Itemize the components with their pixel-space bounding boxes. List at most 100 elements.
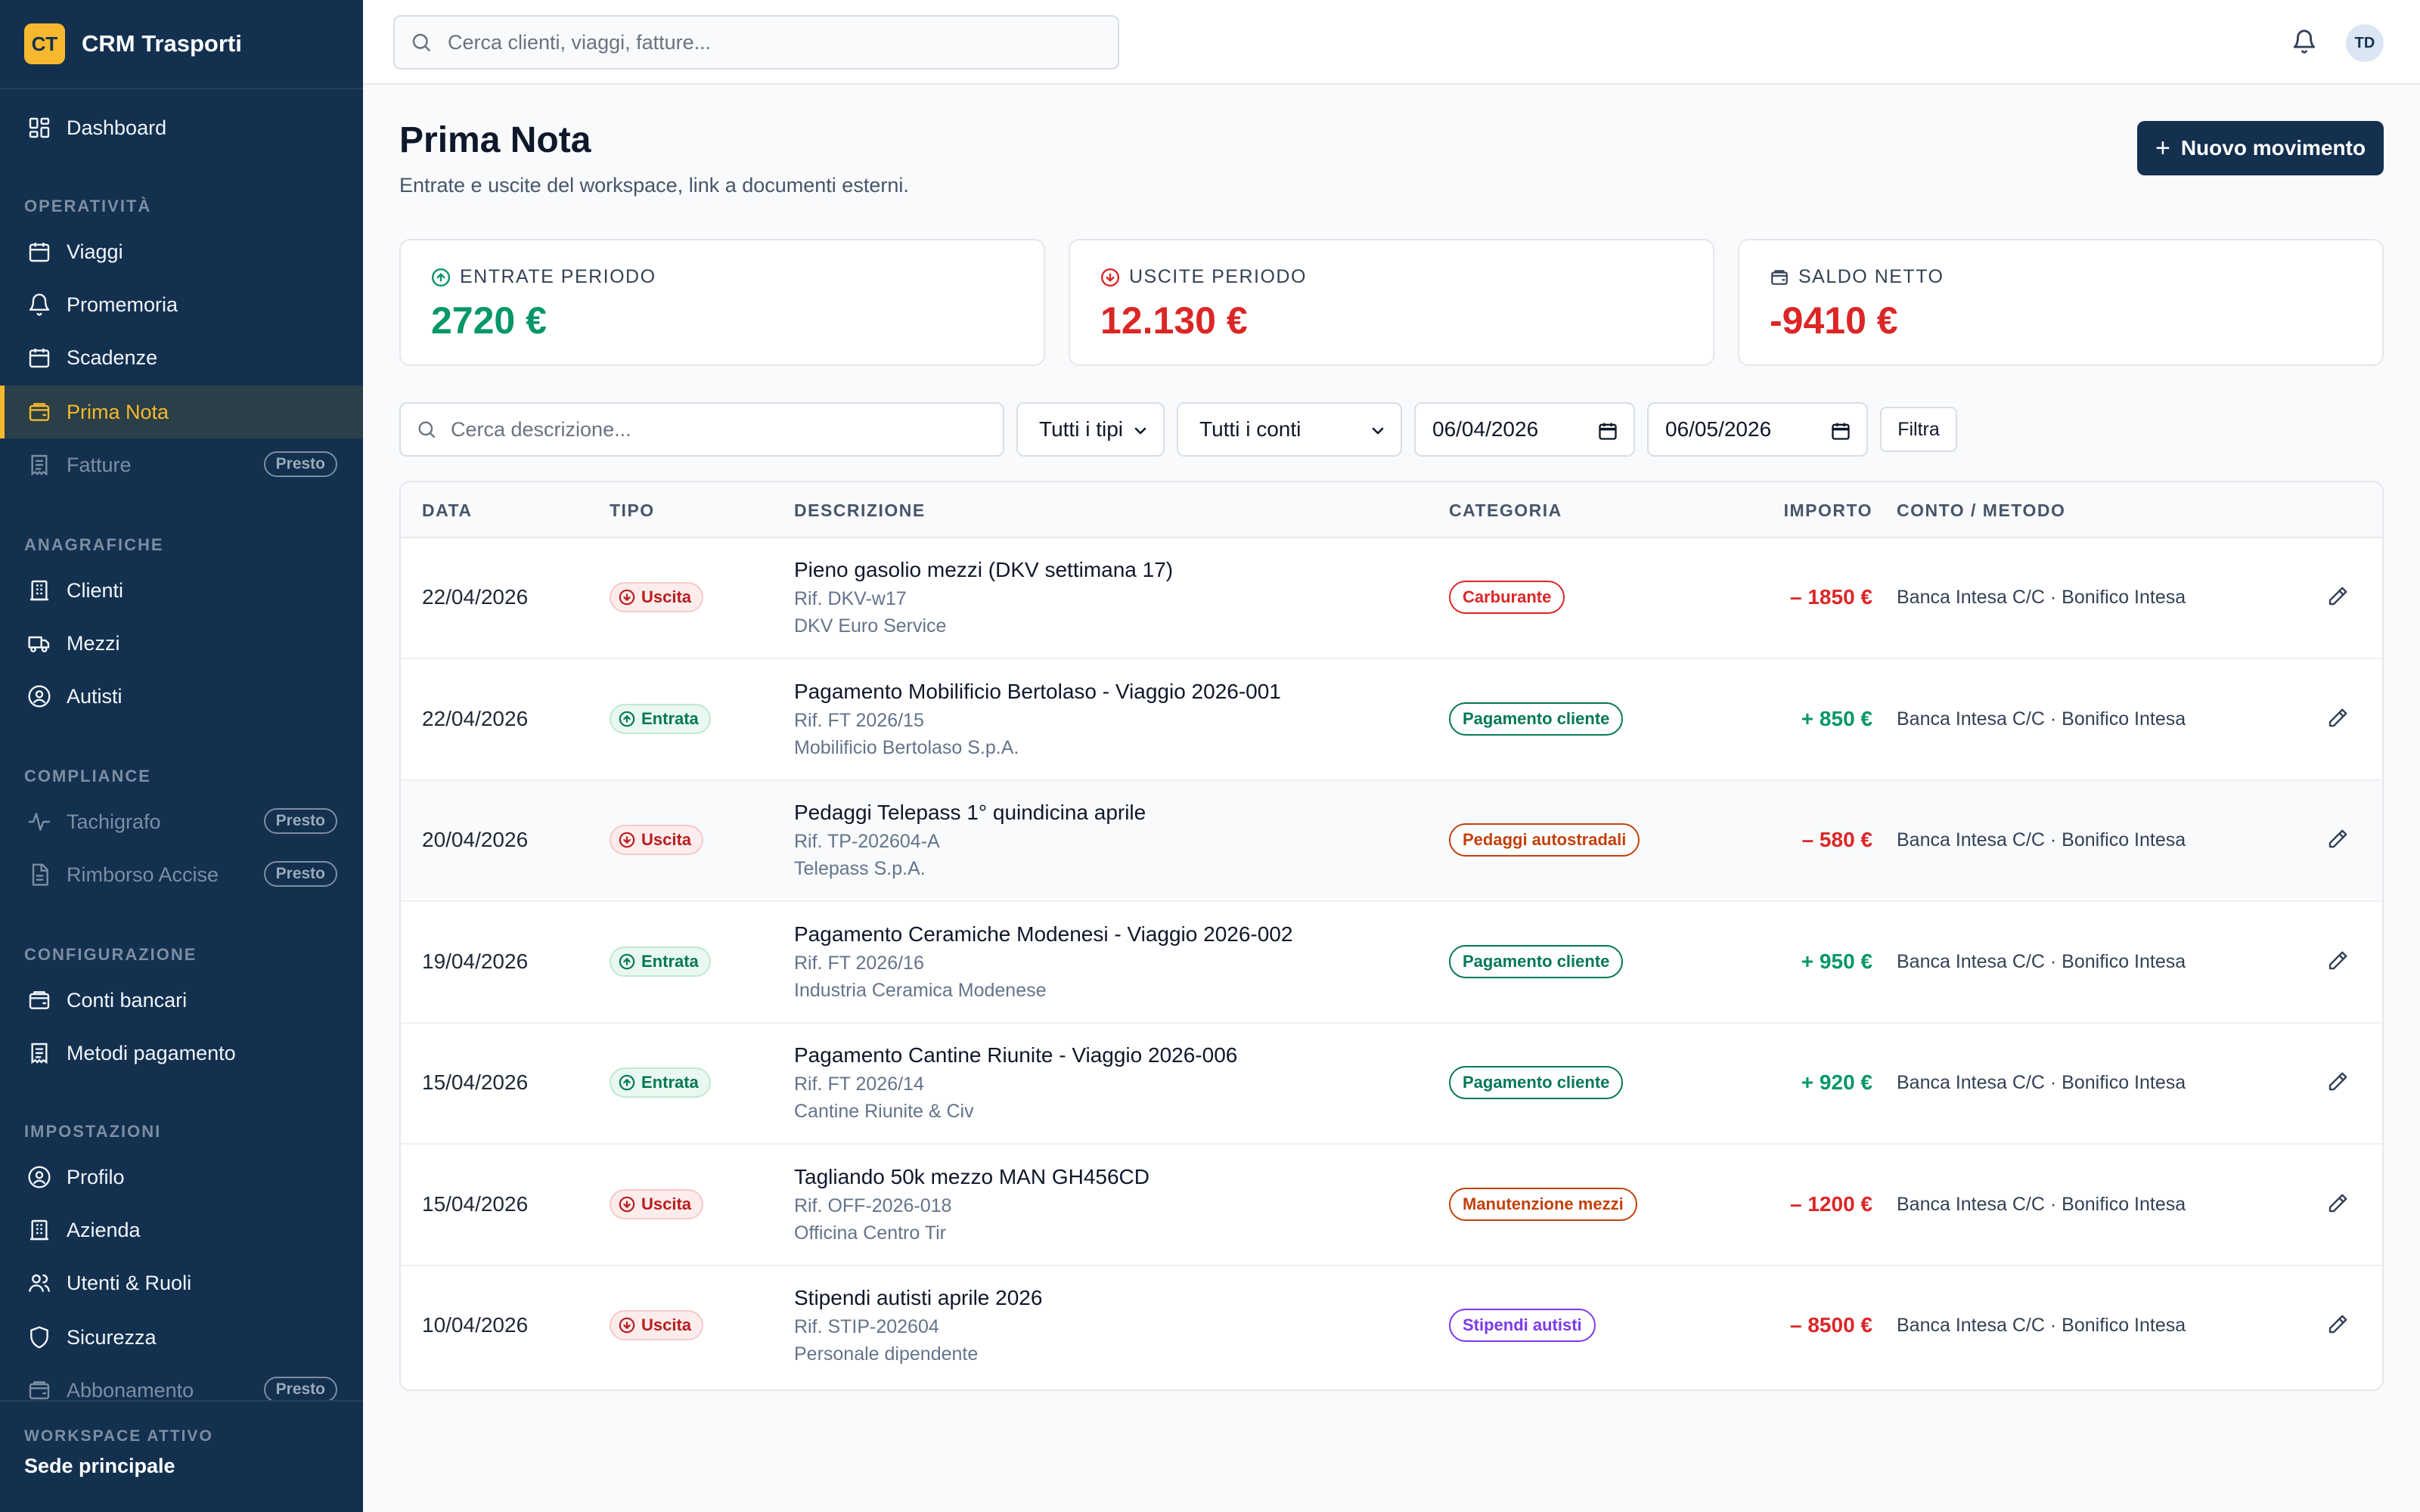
header-descrizione: DESCRIZIONE — [794, 500, 926, 520]
row-date: 19/04/2026 — [422, 949, 529, 973]
arrow-up-circle-icon — [431, 268, 460, 287]
type-badge-label: Entrata — [641, 951, 699, 971]
table-row[interactable]: 20/04/2026 Uscita Pedaggi Telepass 1° quin… — [401, 781, 2382, 902]
sidebar-item-viaggi[interactable]: Viaggi — [0, 225, 363, 278]
calendar-icon[interactable] — [1830, 420, 1851, 442]
workspace-label: WORKSPACE ATTIVO — [24, 1427, 213, 1445]
row-counterparty: DKV Euro Service — [794, 615, 947, 637]
row-date: 20/04/2026 — [422, 828, 529, 851]
sidebar-section-label: IMPOSTAZIONI — [24, 1122, 162, 1141]
sidebar-item-conti-bancari[interactable]: Conti bancari — [0, 974, 363, 1027]
category-badge: Pagamento cliente — [1449, 944, 1624, 978]
table-row[interactable]: 22/04/2026 Uscita Pieno gasolio mezzi (DKV… — [401, 538, 2382, 659]
dashboard-icon — [27, 116, 51, 140]
table-row[interactable]: 19/04/2026 Entrata Pagamento Ceramiche Mod… — [401, 903, 2382, 1024]
row-amount: – 8500 € — [1790, 1313, 1872, 1337]
row-reference: Rif. TP-202604-A — [794, 831, 940, 852]
sidebar-item-autisti[interactable]: Autisti — [0, 670, 363, 723]
arrow-down-circle-icon — [1100, 268, 1129, 287]
bell-icon[interactable] — [2291, 29, 2317, 54]
stat-card-saldo: SALDO NETTO -9410 € — [1738, 239, 2384, 366]
truck-icon — [27, 631, 51, 655]
stat-label: USCITE PERIODO — [1129, 266, 1307, 287]
row-account: Banca Intesa C/C · Bonifico Intesa — [1897, 587, 2186, 608]
edit-icon[interactable] — [2326, 950, 2349, 972]
type-select[interactable]: Tutti i tipi — [1016, 402, 1165, 457]
page-title: Prima Nota — [399, 120, 591, 160]
global-search-input[interactable] — [448, 30, 1091, 54]
calendar-icon[interactable] — [1597, 420, 1618, 442]
sidebar-item-label: Conti bancari — [67, 988, 188, 1012]
new-movement-label: Nuovo movimento — [2180, 136, 2366, 160]
table-row[interactable]: 22/04/2026 Entrata Pagamento Mobilificio B… — [401, 660, 2382, 781]
edit-icon[interactable] — [2326, 1070, 2349, 1093]
sidebar: CT CRM Trasporti OPERATIVITÀ ANAGRAFICHE C… — [0, 0, 363, 1512]
sidebar-item-label: Utenti & Ruoli — [67, 1271, 192, 1294]
sidebar-item-utenti-ruoli[interactable]: Utenti & Ruoli — [0, 1256, 363, 1309]
shield-icon — [27, 1325, 51, 1349]
new-movement-button[interactable]: + Nuovo movimento — [2137, 121, 2384, 175]
edit-icon[interactable] — [2326, 585, 2349, 608]
category-badge: Stipendi autisti — [1449, 1309, 1596, 1342]
edit-icon[interactable] — [2326, 707, 2349, 730]
workspace-switcher[interactable]: WORKSPACE ATTIVO Sede principale — [0, 1400, 363, 1512]
table-row[interactable]: 10/04/2026 Uscita Stipendi autisti aprile … — [401, 1266, 2382, 1387]
sidebar-item-label: Profilo — [67, 1165, 125, 1188]
sidebar-item-clienti[interactable]: Clienti — [0, 564, 363, 617]
sidebar-item-scadenze[interactable]: Scadenze — [0, 331, 363, 384]
global-search[interactable] — [393, 15, 1119, 70]
sidebar-item-profilo[interactable]: Profilo — [0, 1151, 363, 1204]
sidebar-item-label: Dashboard — [67, 116, 167, 139]
row-date: 15/04/2026 — [422, 1070, 529, 1094]
sidebar-item-tachigrafo: Tachigrafo Presto — [0, 795, 363, 848]
sidebar-item-metodi-pagamento[interactable]: Metodi pagamento — [0, 1027, 363, 1080]
brand-logo: CT — [24, 23, 65, 64]
calendar-icon — [27, 240, 51, 264]
row-counterparty: Officina Centro Tir — [794, 1222, 947, 1244]
header-categoria: CATEGORIA — [1449, 500, 1562, 520]
edit-icon[interactable] — [2326, 828, 2349, 850]
sidebar-item-label: Fatture — [67, 453, 132, 476]
sidebar-item-label: Abbonamento — [67, 1378, 194, 1402]
type-badge: Entrata — [610, 703, 711, 734]
stat-label: SALDO NETTO — [1798, 266, 1944, 287]
row-description: Stipendi autisti aprile 2026 — [794, 1286, 1043, 1309]
avatar[interactable]: TD — [2346, 24, 2384, 62]
description-search-input[interactable] — [451, 417, 980, 442]
sidebar-item-mezzi[interactable]: Mezzi — [0, 617, 363, 670]
sidebar-item-azienda[interactable]: Azienda — [0, 1204, 363, 1256]
building-icon — [27, 1218, 51, 1242]
row-account: Banca Intesa C/C · Bonifico Intesa — [1897, 950, 2186, 972]
row-amount: – 1200 € — [1790, 1191, 1872, 1216]
table-row[interactable]: 15/04/2026 Entrata Pagamento Cantine Riuni… — [401, 1024, 2382, 1145]
row-reference: Rif. FT 2026/15 — [794, 709, 924, 731]
filter-button[interactable]: Filtra — [1880, 407, 1957, 452]
sidebar-item-sicurezza[interactable]: Sicurezza — [0, 1311, 363, 1364]
sidebar-item-dashboard[interactable]: Dashboard — [0, 101, 363, 154]
account-select[interactable]: Tutti i conti — [1177, 402, 1402, 457]
calendar-icon — [27, 345, 51, 370]
arrow-up-circle-icon — [619, 711, 641, 727]
edit-icon[interactable] — [2326, 1313, 2349, 1336]
sidebar-item-rimborso-accise: Rimborso Accise Presto — [0, 848, 363, 901]
activity-icon — [27, 810, 51, 834]
row-amount: – 580 € — [1801, 828, 1872, 851]
row-reference: Rif. OFF-2026-018 — [794, 1194, 952, 1216]
page-subtitle: Entrate e uscite del workspace, link a d… — [399, 174, 909, 197]
arrow-down-circle-icon — [619, 589, 641, 606]
edit-icon[interactable] — [2326, 1192, 2349, 1215]
sidebar-item-prima-nota[interactable]: Prima Nota — [0, 386, 363, 438]
table-row[interactable]: 15/04/2026 Uscita Tagliando 50k mezzo MAN … — [401, 1145, 2382, 1266]
date-from-input[interactable]: 06/04/2026 — [1414, 402, 1635, 457]
row-amount: + 850 € — [1801, 706, 1872, 730]
date-to-input[interactable]: 06/05/2026 — [1647, 402, 1868, 457]
topbar: TD — [363, 0, 2420, 85]
type-badge: Entrata — [610, 946, 711, 977]
sidebar-item-label: Azienda — [67, 1218, 141, 1241]
sidebar-item-label: Scadenze — [67, 345, 158, 369]
arrow-up-circle-icon — [619, 1074, 641, 1091]
description-search[interactable] — [399, 402, 1004, 457]
plus-icon: + — [2155, 133, 2170, 163]
sidebar-item-promemoria[interactable]: Promemoria — [0, 278, 363, 331]
row-counterparty: Industria Ceramica Modenese — [794, 979, 1047, 1001]
